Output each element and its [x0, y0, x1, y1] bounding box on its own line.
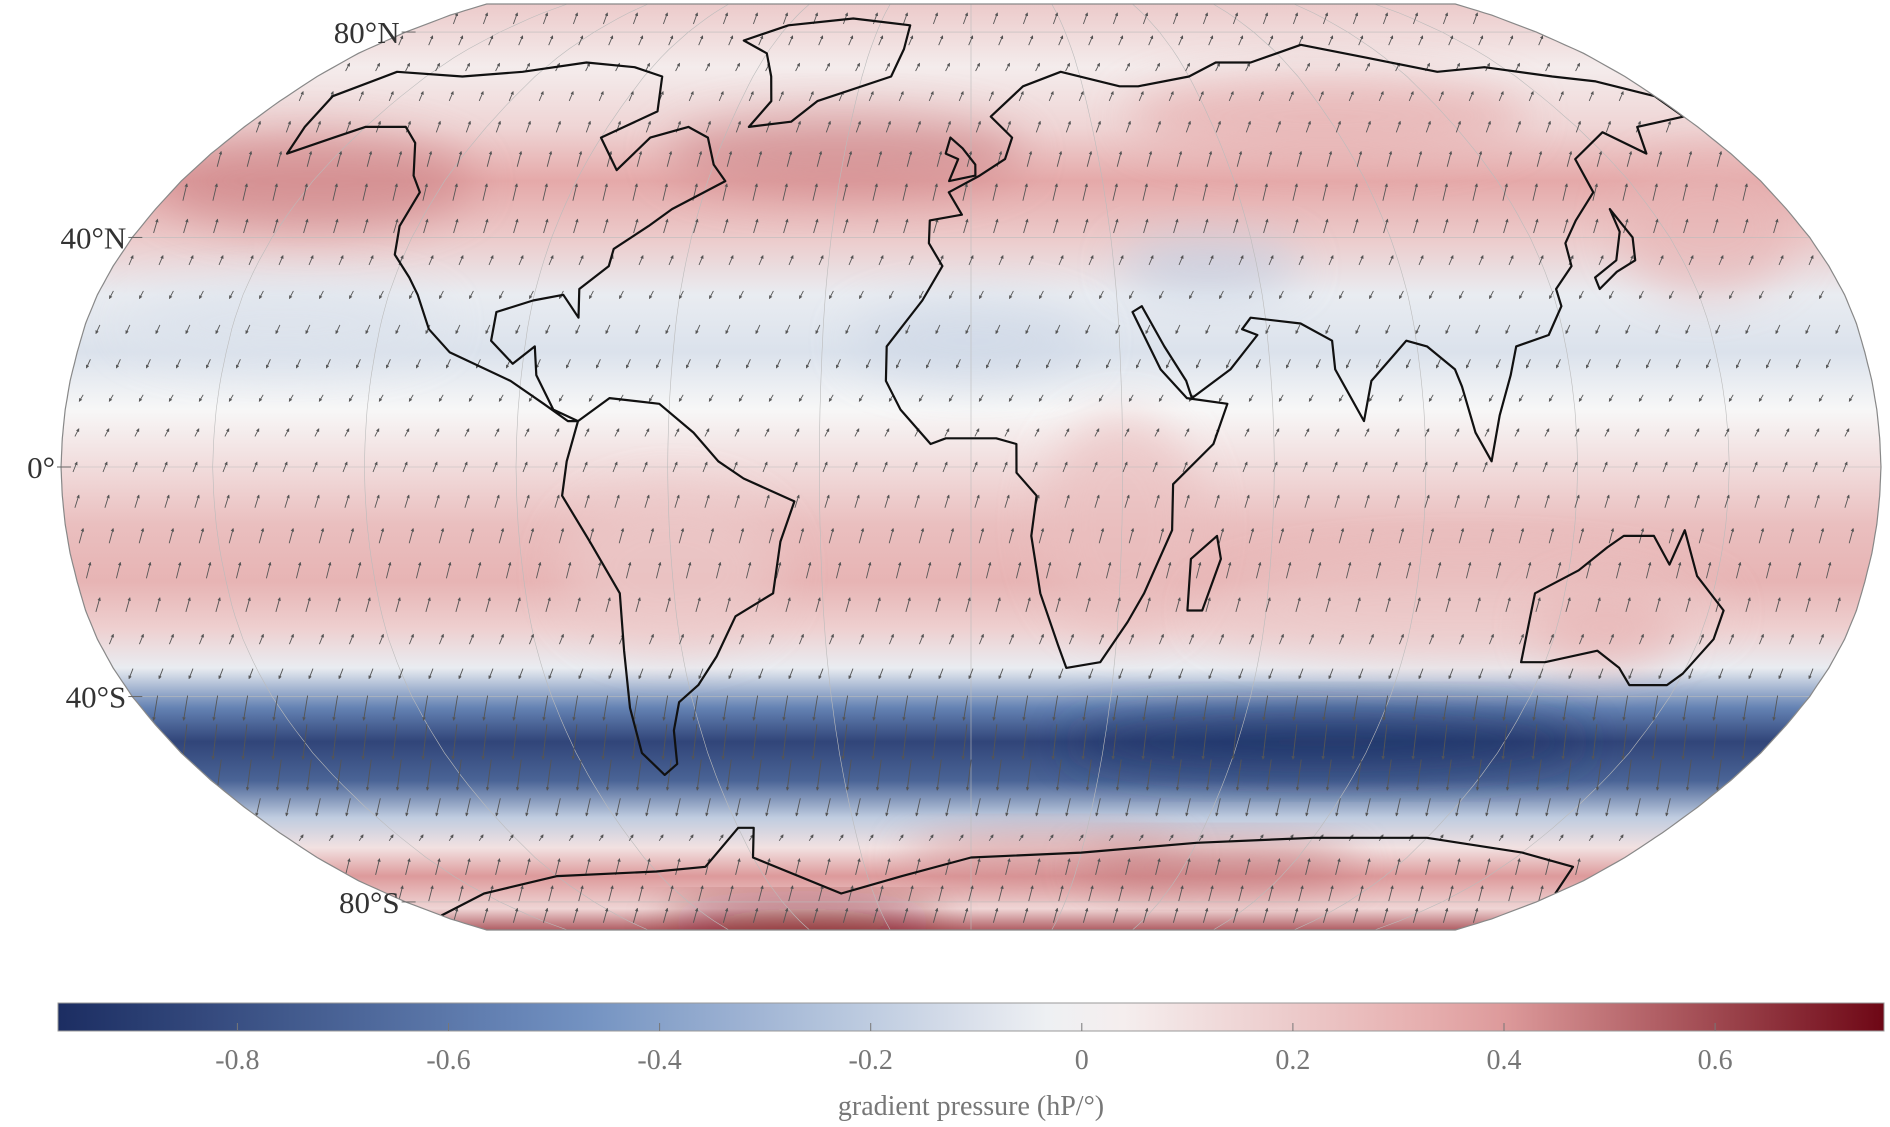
regional-anomalies — [122, 76, 1799, 930]
colorbar-tick-label: 0 — [1075, 1045, 1089, 1076]
colorbar-tick-label: 0.6 — [1698, 1045, 1733, 1076]
colorbar-tick-label: 0.2 — [1275, 1045, 1310, 1076]
latitude-label: 40°N — [61, 220, 127, 255]
latitude-label: 80°N — [334, 15, 400, 50]
colorbar-tick-label: -0.8 — [215, 1045, 259, 1076]
colorbar-tick-label: -0.6 — [426, 1045, 470, 1076]
coastline-greenland — [742, 17, 912, 128]
coastline-africa-eurasia — [884, 43, 1685, 669]
coastline-antarctica — [440, 826, 1575, 917]
colorbar-tick-label: 0.4 — [1487, 1045, 1522, 1076]
colorbar-tick-label: -0.2 — [849, 1045, 893, 1076]
latitude-label: 0° — [27, 450, 55, 485]
coastlines — [286, 17, 1725, 917]
colorbar: -0.8 -0.6 -0.4 -0.2 0 0.2 0.4 0.6 gradient pres… — [57, 1002, 1885, 1122]
colorbar-tick-label: -0.4 — [637, 1045, 681, 1076]
globe-outline — [60, 3, 1882, 931]
coastline-madagascar — [1186, 534, 1222, 612]
latitude-label: 80°S — [339, 885, 400, 920]
coastline-south-america — [561, 397, 796, 776]
coastline-japan — [1594, 208, 1637, 291]
colorbar-ticks: -0.8 -0.6 -0.4 -0.2 0 0.2 0.4 0.6 — [215, 1023, 1733, 1076]
colorbar-title: gradient pressure (hP/°) — [838, 1091, 1104, 1122]
latitude-label: 40°S — [66, 680, 127, 715]
colorbar-bar — [57, 1002, 1885, 1032]
world-map: 80°N 40°N 0° 40°S 80°S — [27, 3, 1882, 931]
latitude-labels: 80°N 40°N 0° 40°S 80°S — [27, 15, 416, 920]
coastline-uk — [944, 136, 977, 183]
coastline-north-america — [286, 61, 727, 423]
coastline-australia — [1520, 529, 1725, 687]
